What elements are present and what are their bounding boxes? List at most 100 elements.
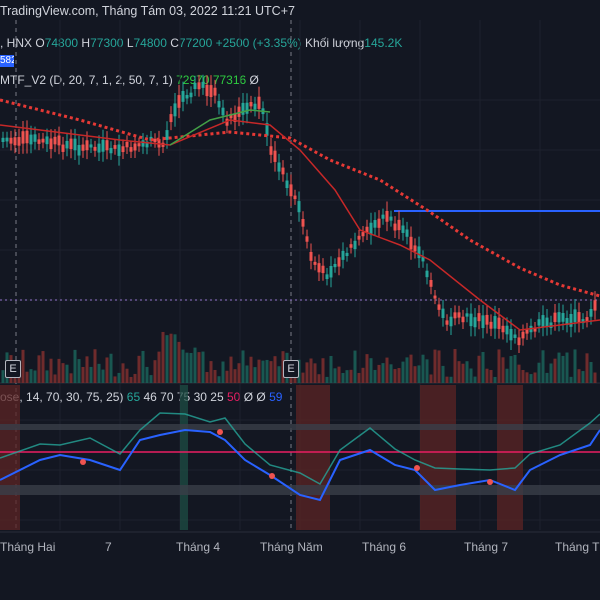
candle-body — [253, 103, 257, 110]
candle-body — [81, 144, 85, 151]
volume-bar — [493, 376, 497, 383]
volume-bar — [413, 366, 417, 383]
candle-body — [537, 319, 541, 326]
candle-body — [457, 312, 461, 318]
candle-body — [237, 106, 241, 117]
volume-bar — [133, 373, 137, 383]
volume-bar — [529, 374, 533, 383]
volume-bar — [233, 369, 237, 383]
candle-body — [121, 146, 125, 153]
volume-bar — [449, 376, 453, 383]
volume-bar — [89, 366, 93, 383]
ohlc-legend: , HNX O74800 H77300 L74800 C77200 +2500 … — [0, 36, 402, 50]
indicator1-legend[interactable]: MTF_V2 (D, 20, 7, 1, 2, 50, 7, 1) 72970 … — [0, 73, 259, 87]
candle-body — [409, 236, 413, 250]
candle-body — [509, 328, 513, 341]
osc-line-green — [0, 412, 600, 486]
volume-bar — [137, 355, 141, 383]
x-tick-1: 7 — [105, 540, 112, 554]
volume-bar — [325, 376, 329, 383]
candle-body — [85, 140, 89, 151]
osc-zone-high — [0, 424, 600, 430]
candle-body — [185, 94, 189, 99]
osc-marker-3 — [414, 465, 420, 471]
candle-body — [517, 337, 521, 346]
volume-bar — [485, 368, 489, 383]
volume-bar — [553, 358, 557, 383]
x-tick-2: Tháng 4 — [176, 540, 221, 554]
candle-body — [441, 308, 445, 318]
volume-bar — [261, 360, 265, 383]
candle-body — [361, 232, 365, 237]
candle-body — [437, 304, 441, 310]
volume-bar — [329, 355, 333, 383]
candle-body — [129, 147, 133, 152]
volume-bar — [369, 358, 373, 383]
indicator2-name: ose, 14, 70, 30, 75, 25) — [0, 390, 124, 404]
candle-body — [389, 216, 393, 221]
volume-bar — [37, 355, 41, 383]
volume-bar — [357, 372, 361, 383]
candle-body — [33, 134, 37, 142]
event-marker-2[interactable]: E — [283, 360, 299, 378]
osc-band-4 — [497, 385, 523, 530]
volume-bar — [397, 368, 401, 383]
indicator1-value1: 72970 — [176, 73, 210, 87]
candle-body — [429, 279, 433, 287]
volume-bar — [533, 372, 537, 383]
open-value: 74800 — [44, 36, 79, 50]
candle-body — [413, 245, 417, 252]
volume-bar — [345, 370, 349, 383]
high-label: H — [81, 36, 91, 50]
volume-bar — [149, 375, 153, 383]
indicator2-value-8: Ø — [256, 390, 266, 404]
volume-bar — [65, 364, 69, 383]
candle-body — [297, 201, 301, 213]
candle-body — [565, 317, 569, 325]
candle-body — [97, 143, 101, 153]
candle-body — [125, 141, 129, 148]
event-marker-1[interactable]: E — [5, 360, 21, 378]
volume-bar — [141, 350, 145, 383]
osc-marker-1 — [269, 473, 275, 479]
volume-bar — [237, 363, 241, 383]
volume-bar — [545, 372, 549, 383]
volume-bar — [489, 370, 493, 383]
candle-body — [525, 329, 529, 334]
candle-body — [473, 317, 477, 328]
candle-body — [349, 244, 353, 248]
volume-bar — [145, 366, 149, 383]
x-tick-3: Tháng Năm — [260, 540, 323, 554]
volume-bar — [21, 349, 25, 383]
volume-bar — [405, 357, 409, 383]
candle-body — [521, 331, 525, 339]
volume-bar — [97, 363, 101, 383]
candle-body — [89, 144, 93, 148]
candle-body — [333, 263, 337, 268]
indicator2-value-0: 65 — [126, 390, 141, 404]
volume-bar — [461, 363, 465, 383]
candle-body — [221, 107, 225, 116]
candle-body — [49, 138, 53, 150]
volume-bar — [313, 363, 317, 383]
candle-body — [385, 210, 389, 222]
volume-bar — [249, 356, 253, 383]
candle-body — [401, 225, 405, 233]
candle-body — [269, 146, 273, 155]
candle-body — [449, 316, 453, 327]
volume-bar — [201, 351, 205, 383]
candle-body — [485, 314, 489, 325]
volume-bar — [41, 351, 45, 383]
symbol-fragment: , HNX — [0, 36, 33, 50]
volume-bar — [209, 361, 213, 383]
price-tag: 582 — [0, 55, 14, 67]
candle-body — [181, 91, 185, 102]
candle-body — [313, 261, 317, 265]
candle-body — [461, 316, 465, 323]
candle-body — [245, 102, 249, 114]
candle-body — [561, 313, 565, 322]
candle-body — [433, 295, 437, 299]
volume-bar — [353, 350, 357, 383]
indicator2-legend[interactable]: ose, 14, 70, 30, 75, 25) 65 46 70 75 30 … — [0, 390, 282, 404]
